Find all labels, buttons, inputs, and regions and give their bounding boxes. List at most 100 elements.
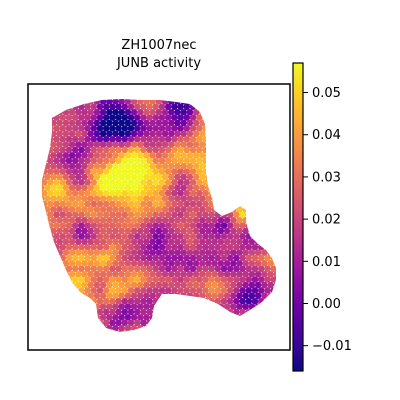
tissue-spot (42, 135, 48, 143)
tissue-spot (81, 195, 88, 202)
tissue-spot (62, 130, 70, 138)
tissue-spot (273, 99, 276, 105)
tissue-spot (168, 314, 175, 321)
tissue-spot (192, 99, 200, 105)
tissue-spot (93, 184, 101, 192)
tissue-spot (50, 141, 57, 148)
tissue-spot (277, 330, 284, 337)
tissue-spot (230, 227, 237, 235)
tissue-spot (146, 276, 153, 283)
tissue-spot (42, 146, 48, 154)
tissue-spot (71, 168, 79, 175)
tissue-spot (53, 276, 60, 283)
tissue-spot (158, 189, 166, 197)
tissue-spot (217, 249, 225, 256)
tissue-spot (180, 314, 187, 321)
tissue-spot (115, 157, 122, 165)
tissue-spot (171, 254, 178, 262)
tissue-spot (174, 292, 181, 300)
tissue-spot (81, 184, 88, 192)
tissue-spot (53, 319, 60, 327)
tissue-spot (261, 216, 268, 224)
tissue-spot (257, 189, 265, 197)
tissue-spot (121, 135, 129, 143)
tissue-spot (158, 99, 166, 100)
tissue-spot (180, 206, 187, 213)
tissue-spot (127, 168, 135, 175)
tissue-spot (65, 157, 73, 165)
tissue-spot (233, 308, 240, 316)
tissue-spot (42, 125, 48, 132)
tissue-spot (208, 233, 215, 240)
tissue-spot (270, 265, 276, 273)
tissue-spot (168, 162, 175, 170)
tissue-spot (124, 184, 132, 192)
tissue-spot (42, 287, 48, 294)
tissue-spot (171, 114, 178, 121)
tissue-spot (277, 287, 284, 294)
tissue-spot (155, 152, 163, 159)
tissue-spot (87, 260, 94, 267)
tissue-spot (195, 243, 203, 251)
tissue-spot (50, 260, 57, 267)
tissue-spot (35, 298, 42, 305)
tissue-spot (152, 103, 160, 111)
tissue-spot (217, 314, 225, 321)
tissue-spot (109, 135, 116, 143)
tissue-spot (174, 249, 181, 256)
tissue-spot (106, 130, 113, 138)
tissue-spot (59, 189, 67, 197)
tissue-spot (106, 162, 113, 170)
tissue-spot (87, 141, 94, 148)
tissue-spot (106, 303, 113, 310)
tissue-spot (127, 243, 135, 251)
tissue-spot (59, 125, 67, 132)
tissue-spot (180, 292, 187, 300)
tissue-spot (106, 260, 113, 267)
tissue-spot (202, 200, 209, 208)
tissue-spot (223, 195, 231, 202)
plot-title: ZH1007nec JUNB activity (116, 38, 201, 71)
tissue-spot (102, 297, 110, 305)
tissue-spot (236, 303, 243, 310)
tissue-spot (143, 324, 150, 332)
tissue-spot (214, 189, 222, 197)
tissue-spot (118, 206, 125, 213)
tissue-spot (143, 162, 150, 170)
tissue-spot (233, 157, 240, 165)
tissue-spot (102, 200, 110, 208)
tissue-spot (177, 243, 184, 251)
tissue-spot (177, 135, 184, 143)
tissue-spot (155, 238, 163, 246)
tissue-spot (248, 184, 256, 192)
tissue-spot (133, 287, 141, 294)
tissue-spot (53, 330, 60, 332)
tissue-spot (208, 297, 215, 305)
tissue-spot (109, 319, 116, 327)
tissue-spot (78, 308, 85, 316)
tissue-spot (102, 211, 110, 219)
tissue-spot (217, 206, 225, 213)
tissue-spot (189, 189, 197, 197)
tissue-spot (62, 162, 70, 170)
tissue-spot (124, 108, 132, 116)
tissue-spot (270, 319, 276, 327)
tissue-spot (270, 243, 276, 251)
tissue-spot (277, 147, 284, 154)
tissue-spot (270, 276, 276, 283)
tissue-spot (96, 103, 104, 111)
tissue-spot (168, 108, 175, 116)
tissue-spot (254, 206, 262, 213)
tissue-spot (214, 157, 222, 165)
tissue-spot (152, 233, 160, 240)
tissue-spot (214, 222, 222, 229)
tissue-spot (87, 270, 94, 278)
tissue-spot (68, 270, 76, 278)
tissue-spot (143, 130, 150, 138)
tissue-spot (78, 114, 85, 121)
tissue-spot (158, 200, 166, 208)
tissue-spot (93, 130, 101, 138)
tissue-spot (242, 195, 249, 202)
tissue-spot (152, 99, 160, 100)
tissue-spot (180, 184, 187, 192)
